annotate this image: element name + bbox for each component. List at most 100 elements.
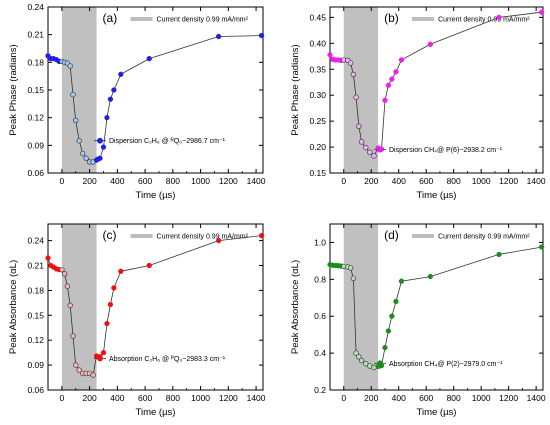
x-tick-label: 1200 — [219, 176, 238, 186]
data-point — [59, 266, 65, 273]
data-point — [367, 149, 373, 155]
data-point — [100, 350, 107, 356]
data-point — [100, 144, 107, 150]
data-point — [496, 251, 502, 258]
legend-label: Absorption CH₄@ P(2)~2979.0 cm⁻¹ — [389, 361, 503, 368]
data-point — [45, 255, 51, 261]
panel-letter: (a) — [103, 11, 118, 25]
current-density-label: Current density 0.99 mA/mm² — [438, 17, 530, 24]
y-tick-label: 0.4 — [314, 348, 326, 358]
data-point — [393, 298, 399, 305]
data-point — [347, 60, 354, 66]
data-point — [398, 57, 405, 63]
data-point — [67, 63, 73, 69]
data-point — [104, 320, 110, 327]
data-point — [118, 71, 124, 77]
legend-marker — [377, 360, 383, 367]
data-point — [427, 273, 433, 280]
x-tick-label: 200 — [83, 176, 97, 186]
x-tick-label: 1200 — [499, 393, 518, 403]
y-tick-label: 0.20 — [309, 142, 326, 152]
y-tick-label: 0.15 — [27, 85, 44, 95]
data-point — [73, 362, 79, 368]
y-tick-label: 0.18 — [27, 57, 44, 67]
y-axis-title: Peak Absorbance (αL) — [8, 260, 19, 354]
y-tick-label: 0.12 — [27, 113, 44, 123]
plot-frame — [47, 223, 264, 391]
data-point — [146, 55, 152, 62]
data-point — [385, 328, 392, 334]
x-tick-label: 1000 — [191, 176, 210, 186]
current-density-label: Current density 0.99 mA/mm² — [157, 17, 249, 24]
data-point — [104, 115, 110, 121]
x-tick-label: 600 — [419, 176, 433, 186]
data-point — [356, 123, 362, 130]
legend-marker — [377, 146, 383, 153]
current-density-label: Current density 0.99 mA/mm² — [438, 234, 530, 241]
x-tick-label: 800 — [166, 176, 180, 186]
data-point — [363, 144, 369, 151]
data-point — [382, 97, 388, 104]
panel-d: 0 200 400 600 800 1000 1200 1400 0.2 0.4 0.6 0.8 1.0… — [290, 223, 546, 418]
x-tick-label: 0 — [341, 176, 346, 186]
y-tick-label: 0.06 — [27, 385, 44, 395]
x-tick-label: 400 — [392, 176, 406, 186]
data-point — [427, 41, 433, 47]
y-tick-label: 0.6 — [314, 311, 326, 321]
y-tick-label: 0.35 — [309, 64, 326, 74]
data-point — [215, 237, 222, 244]
plot-frame — [329, 223, 544, 391]
data-point — [76, 138, 82, 144]
y-tick-label: 0.24 — [27, 2, 44, 12]
data-point — [496, 14, 502, 21]
data-point — [146, 262, 152, 269]
y-tick-label: 0.40 — [309, 38, 326, 48]
data-point — [371, 153, 377, 159]
y-tick-label: 0.24 — [27, 236, 44, 246]
panel-letter: (d) — [384, 228, 399, 242]
x-axis-title: Time (µs) — [417, 190, 457, 201]
y-tick-label: 0.30 — [309, 90, 326, 100]
x-tick-label: 200 — [83, 393, 97, 403]
y-tick-label: 0.15 — [309, 168, 326, 178]
x-tick-label: 200 — [364, 176, 378, 186]
data-point — [389, 313, 395, 319]
data-point — [538, 9, 545, 15]
x-tick-label: 0 — [60, 176, 65, 186]
data-point — [358, 139, 365, 145]
shaded-interval — [61, 224, 97, 390]
data-point — [350, 71, 357, 78]
x-tick-label: 1400 — [527, 393, 546, 403]
y-tick-label: 1.0 — [314, 237, 326, 247]
data-point — [398, 278, 405, 284]
data-point — [258, 32, 265, 39]
data-point — [215, 33, 222, 40]
x-tick-label: 800 — [166, 393, 180, 403]
y-tick-label: 0.21 — [27, 261, 44, 271]
legend-marker — [97, 355, 103, 362]
data-point — [70, 333, 76, 339]
data-point — [64, 283, 71, 289]
data-point — [258, 232, 265, 239]
legend-label: Dispersion C₂H₆ @ ᴿQ₀~2986.7 cm⁻¹ — [109, 138, 226, 145]
x-tick-label: 400 — [110, 393, 124, 403]
y-axis-title: Peak Absorbance (αL) — [290, 260, 301, 354]
data-point — [358, 357, 365, 364]
panel-a: 0 200 400 600 800 1000 1200 1400 0.06 0.09 0.12 0.1… — [8, 2, 266, 201]
x-tick-label: 400 — [392, 393, 406, 403]
x-axis-title: Time (µs) — [136, 407, 176, 418]
y-tick-label: 0.45 — [309, 12, 326, 22]
data-point — [118, 268, 124, 274]
x-axis-title: Time (µs) — [136, 190, 176, 201]
data-point — [363, 360, 369, 367]
y-tick-label: 0.06 — [27, 168, 44, 178]
panel-letter: (c) — [103, 228, 117, 242]
data-point — [389, 76, 395, 82]
data-point — [393, 69, 399, 75]
panel-letter: (b) — [384, 11, 399, 25]
y-tick-label: 0.25 — [309, 116, 326, 126]
data-point — [107, 301, 114, 308]
x-tick-label: 600 — [138, 393, 152, 403]
shaded-interval — [61, 7, 97, 173]
data-point — [107, 96, 114, 102]
